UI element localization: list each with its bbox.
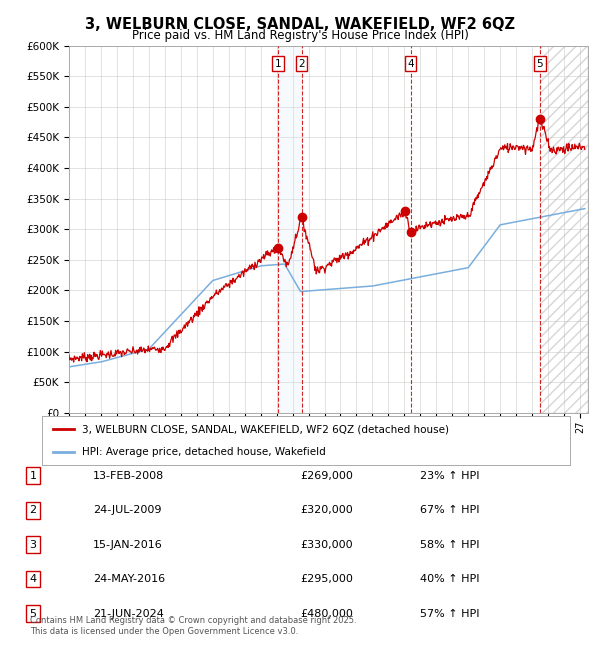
Text: HPI: Average price, detached house, Wakefield: HPI: Average price, detached house, Wake… — [82, 447, 325, 456]
Text: 23% ↑ HPI: 23% ↑ HPI — [420, 471, 479, 481]
Text: 3, WELBURN CLOSE, SANDAL, WAKEFIELD, WF2 6QZ: 3, WELBURN CLOSE, SANDAL, WAKEFIELD, WF2… — [85, 17, 515, 32]
Text: 1: 1 — [275, 59, 281, 69]
Text: Contains HM Land Registry data © Crown copyright and database right 2025.
This d: Contains HM Land Registry data © Crown c… — [30, 616, 356, 636]
Text: £330,000: £330,000 — [300, 540, 353, 550]
Text: £269,000: £269,000 — [300, 471, 353, 481]
Text: 5: 5 — [536, 59, 543, 69]
Text: 67% ↑ HPI: 67% ↑ HPI — [420, 505, 479, 515]
Bar — [539, 46, 588, 413]
Text: 4: 4 — [407, 59, 414, 69]
Text: 40% ↑ HPI: 40% ↑ HPI — [420, 574, 479, 584]
Text: 21-JUN-2024: 21-JUN-2024 — [93, 608, 164, 619]
Text: 5: 5 — [29, 608, 37, 619]
Text: Price paid vs. HM Land Registry's House Price Index (HPI): Price paid vs. HM Land Registry's House … — [131, 29, 469, 42]
Text: 58% ↑ HPI: 58% ↑ HPI — [420, 540, 479, 550]
Text: 57% ↑ HPI: 57% ↑ HPI — [420, 608, 479, 619]
Text: 15-JAN-2016: 15-JAN-2016 — [93, 540, 163, 550]
Text: 3: 3 — [29, 540, 37, 550]
Text: 24-MAY-2016: 24-MAY-2016 — [93, 574, 165, 584]
Text: £295,000: £295,000 — [300, 574, 353, 584]
Text: 2: 2 — [29, 505, 37, 515]
Text: 4: 4 — [29, 574, 37, 584]
Text: 24-JUL-2009: 24-JUL-2009 — [93, 505, 161, 515]
Text: 1: 1 — [29, 471, 37, 481]
Text: 2: 2 — [298, 59, 305, 69]
Bar — [278, 46, 302, 413]
Text: £480,000: £480,000 — [300, 608, 353, 619]
Text: 13-FEB-2008: 13-FEB-2008 — [93, 471, 164, 481]
Text: £320,000: £320,000 — [300, 505, 353, 515]
Text: 3, WELBURN CLOSE, SANDAL, WAKEFIELD, WF2 6QZ (detached house): 3, WELBURN CLOSE, SANDAL, WAKEFIELD, WF2… — [82, 424, 449, 434]
